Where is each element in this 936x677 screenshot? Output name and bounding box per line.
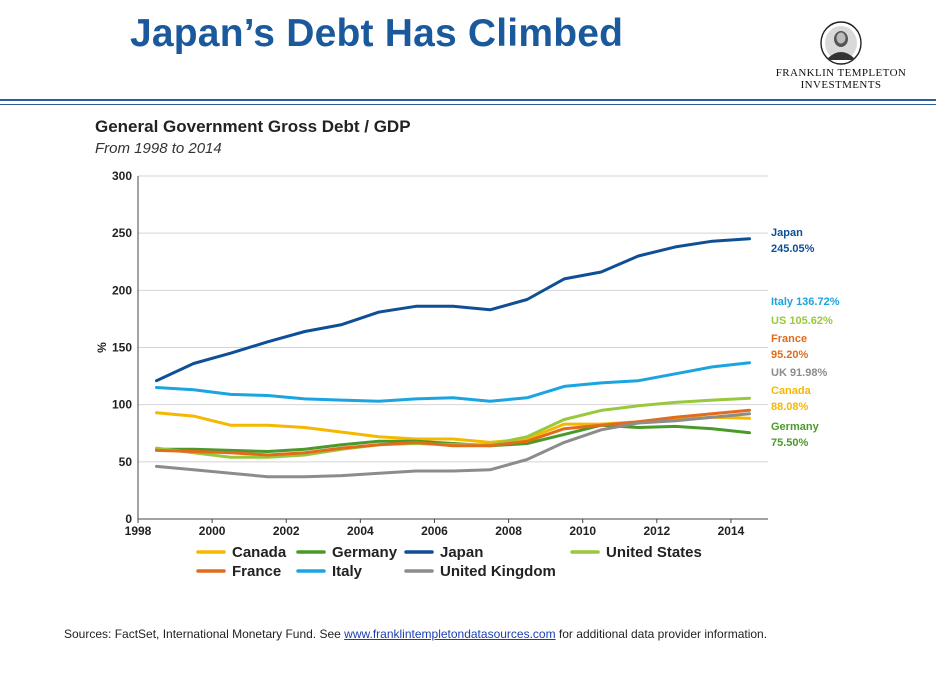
series-line-france — [155, 408, 751, 457]
legend-label: Germany — [332, 544, 398, 561]
x-tick-label: 2014 — [718, 524, 745, 538]
y-tick-label: 250 — [112, 226, 132, 240]
series-line-italy — [155, 361, 751, 403]
end-label-name: UK 91.98% — [771, 367, 827, 379]
legend-label: Canada — [232, 544, 287, 561]
end-label-name: Canada — [771, 385, 812, 397]
x-tick-label: 1998 — [125, 524, 152, 538]
sources-note: Sources: FactSet, International Monetary… — [64, 627, 767, 641]
data-sources-link[interactable]: www.franklintempletondatasources.com — [344, 627, 556, 641]
chart-subtitle: From 1998 to 2014 — [95, 140, 222, 157]
end-label-value: 95.20% — [771, 349, 809, 361]
y-tick-label: 150 — [112, 341, 132, 355]
x-tick-label: 2004 — [347, 524, 374, 538]
x-tick-label: 2012 — [643, 524, 670, 538]
x-tick-label: 2010 — [569, 524, 596, 538]
logo-text-line2: INVESTMENTS — [800, 79, 882, 91]
y-tick-label: 200 — [112, 283, 132, 297]
end-label-value: 88.08% — [771, 401, 809, 413]
x-tick-label: 2002 — [273, 524, 300, 538]
legend-label: United Kingdom — [440, 563, 556, 580]
debt-line-chart: 0 50 100 150 200 250 300 1998 2000 2002 2004 2006 20… — [95, 169, 840, 580]
y-tick-label: 300 — [112, 169, 132, 183]
legend-label: United States — [606, 544, 702, 561]
x-tick-label: 2000 — [199, 524, 226, 538]
series-line-japan — [155, 237, 751, 383]
end-label-name: Italy 136.72% — [771, 296, 840, 308]
sources-prefix: Sources: FactSet, International Monetary… — [64, 627, 345, 641]
slide-title: Japan’s Debt Has Climbed — [130, 12, 624, 55]
legend-label: Italy — [332, 563, 363, 580]
header-rule-thin — [0, 104, 936, 105]
series-line-united-kingdom — [155, 412, 751, 479]
end-label-value: 245.05% — [771, 243, 815, 255]
y-tick-label: 100 — [112, 398, 132, 412]
end-label-name: Japan — [771, 227, 803, 239]
franklin-templeton-logo: FRANKLIN TEMPLETON INVESTMENTS — [766, 20, 916, 92]
x-tick-label: 2008 — [495, 524, 522, 538]
portrait-seal-icon — [820, 21, 862, 65]
end-label-name: US 105.62% — [771, 315, 833, 327]
chart-title: General Government Gross Debt / GDP — [95, 117, 411, 136]
end-label-name: France — [771, 333, 807, 345]
y-tick-label: 0 — [125, 512, 132, 526]
x-tick-label: 2006 — [421, 524, 448, 538]
end-label-value: 75.50% — [771, 437, 809, 449]
sources-suffix: for additional data provider information… — [555, 627, 768, 641]
legend-label: France — [232, 563, 281, 580]
y-tick-label: 50 — [119, 455, 133, 469]
logo-text-line1: FRANKLIN TEMPLETON — [775, 67, 907, 79]
legend-label: Japan — [440, 544, 483, 561]
end-label-name: Germany — [771, 421, 820, 433]
y-axis-label: % — [95, 342, 109, 353]
header-rule-thick — [0, 99, 936, 101]
